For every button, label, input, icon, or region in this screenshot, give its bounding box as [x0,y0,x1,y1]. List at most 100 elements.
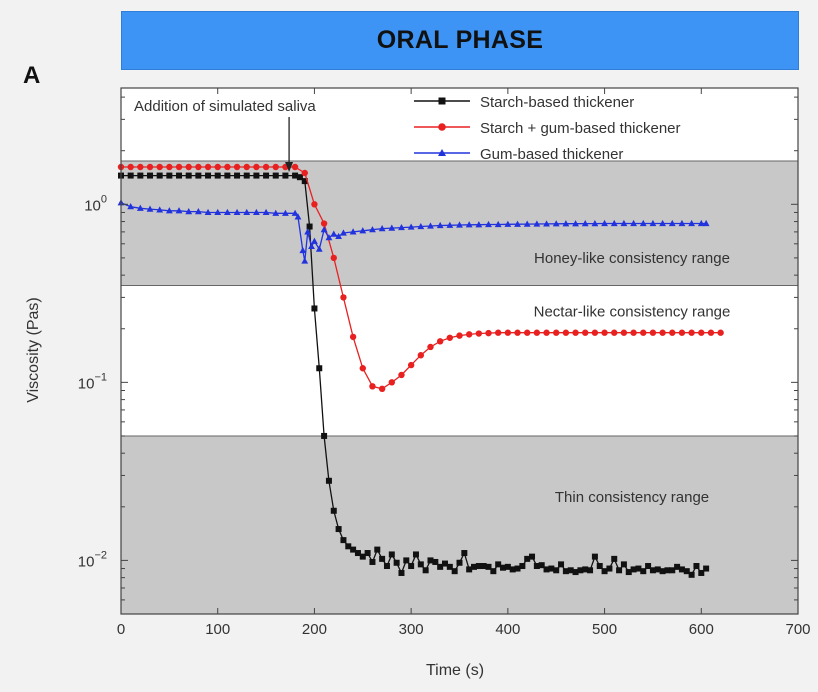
data-point [272,209,280,216]
data-point [620,219,628,227]
x-tick-label: 300 [399,621,424,638]
data-point [610,219,618,227]
data-point [485,563,492,570]
data-point [291,163,299,171]
data-point [272,172,279,179]
data-point [224,172,231,179]
y-tick-label: 10−2 [78,549,107,570]
data-point [388,224,396,231]
data-point [678,329,686,336]
data-point [127,203,135,210]
phase-banner: ORAL PHASE [121,11,799,70]
data-point [494,220,502,228]
data-point [553,329,560,336]
data-point [379,555,386,562]
legend-label: Gum-based thickener [480,146,623,163]
data-point [427,557,434,564]
data-point [688,219,696,227]
data-point [432,558,439,565]
data-point [325,477,332,484]
data-point [659,329,666,336]
data-point [349,228,357,235]
data-point [524,555,531,562]
data-point [548,565,555,572]
band-label-nectar-like-consistency-range: Nectar-like consistency range [534,303,731,320]
data-point [596,563,603,570]
data-point [669,329,676,336]
data-point [601,329,608,336]
x-tick-label: 100 [205,621,230,638]
data-point [543,566,550,573]
data-point [311,305,318,312]
data-point [533,220,541,227]
data-point [417,561,424,568]
data-point [369,383,376,390]
data-point [562,220,570,227]
data-point [369,226,376,233]
data-point [630,329,637,336]
data-point [465,221,473,228]
data-point [620,329,628,336]
legend-entry-starch-based-thickener: Starch-based thickener [414,94,634,111]
band-nectar-like-consistency-range [121,285,798,436]
data-point [639,219,647,227]
data-point [315,245,323,252]
phase-title: ORAL PHASE [376,26,544,54]
x-tick-label: 0 [117,621,125,638]
data-point [282,209,289,216]
legend-marker [438,97,446,105]
data-point [678,219,686,227]
data-point [466,566,473,573]
band-thin-consistency-range [121,435,798,614]
saliva-annotation: Addition of simulated saliva [134,98,316,172]
data-point [301,169,308,177]
data-point [136,204,144,211]
data-point [601,219,608,227]
data-point [591,553,598,560]
data-point [340,229,347,236]
data-point [156,172,163,179]
data-point [519,563,526,570]
data-point [562,329,570,336]
data-point [340,294,347,301]
data-point [345,543,352,550]
data-point [253,208,260,216]
data-point [441,560,448,567]
data-point [407,361,415,369]
legend-label: Starch-based thickener [480,94,634,111]
x-axis-label: Time (s) [426,662,484,679]
data-point [359,365,366,372]
data-point [698,569,705,576]
data-point [412,551,419,558]
data-point [533,563,540,570]
data-point [543,329,550,336]
data-point [262,208,270,216]
data-point [446,563,453,570]
data-point [234,172,241,179]
data-point [311,201,318,208]
data-point [581,220,589,227]
annotation-text: Addition of simulated saliva [134,98,316,115]
data-point [669,567,676,574]
data-point [204,163,212,171]
data-point [195,163,202,171]
y-axis-label: Viscosity (Pas) [25,297,42,403]
data-point [446,221,454,228]
band-label-honey-like-consistency-range: Honey-like consistency range [534,250,730,267]
data-point [659,568,666,575]
data-point [620,561,627,568]
data-point [572,569,579,576]
data-point [205,172,212,179]
data-point [480,563,487,570]
data-point [611,329,618,336]
data-point [697,219,705,227]
data-point [335,232,343,240]
data-point [398,223,405,231]
data-point [253,172,260,179]
data-point [146,163,154,171]
data-point [243,163,250,171]
data-point [456,559,463,566]
data-point [529,553,536,560]
x-tick-label: 400 [495,621,520,638]
data-point [553,567,560,574]
